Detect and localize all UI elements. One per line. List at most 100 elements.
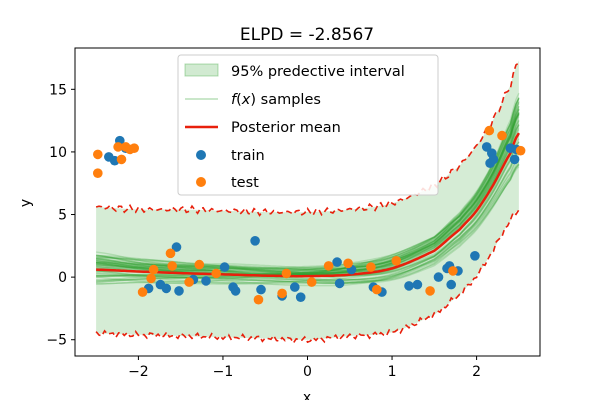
axis-ticks: −2 −1 0 1 2 −5 0 5 10 15 (46, 82, 481, 380)
legend-train-label: train (231, 148, 265, 164)
test-point (93, 149, 103, 160)
f-sample-line (96, 115, 520, 272)
f-sample-line (96, 98, 520, 272)
x-tick-label: −1 (213, 364, 234, 380)
train-point (404, 281, 414, 291)
predictive-interval-band (96, 60, 519, 340)
f-sample-line (96, 114, 520, 271)
train-point (488, 154, 499, 165)
f-sample-line (96, 108, 520, 277)
test-point (167, 261, 177, 271)
legend-interval-swatch (184, 63, 219, 77)
x-tick-label: 1 (388, 364, 397, 380)
f-sample-line (96, 113, 520, 276)
y-tick-label: −5 (46, 333, 67, 349)
plot-area (93, 60, 526, 345)
y-tick-label: 10 (49, 145, 67, 161)
test-point (184, 277, 194, 287)
lower-bound-line (95, 209, 520, 345)
train-point (412, 279, 423, 290)
legend: 95% predective interval f(x) samples Pos… (177, 54, 439, 196)
train-point (256, 284, 266, 295)
legend-interval-label: 95% predective interval (231, 64, 405, 80)
test-point (515, 145, 526, 156)
train-point (201, 276, 211, 286)
f-sample-line (96, 109, 520, 276)
y-tick-label: 15 (49, 82, 67, 98)
f-sample-line (96, 141, 520, 281)
test-point (165, 248, 176, 259)
test-point (146, 273, 156, 284)
test-point (93, 168, 103, 178)
test-point (448, 266, 458, 276)
test-point (425, 286, 435, 296)
f-sample-line (96, 97, 520, 270)
train-point (332, 257, 342, 267)
train-point (174, 286, 184, 296)
f-sample-line (96, 103, 520, 273)
test-point (116, 154, 127, 165)
test-point (497, 130, 507, 141)
test-point (211, 268, 221, 279)
f-sample-line (96, 132, 520, 277)
test-point (323, 261, 334, 271)
legend-test-marker (196, 177, 206, 187)
f-sample-line (96, 112, 520, 276)
test-point (343, 258, 353, 269)
f-sample-line (96, 108, 520, 270)
chart-title: ELPD = -2.8567 (240, 25, 374, 45)
x-tick-label: 0 (303, 364, 312, 380)
f-sample-line (96, 120, 520, 276)
test-point (113, 142, 123, 152)
f-sample-line (96, 108, 520, 277)
y-tick-label: 0 (58, 270, 67, 286)
train-point (433, 272, 444, 282)
train-point (446, 279, 457, 290)
posterior-mean-line (96, 132, 520, 278)
test-point (484, 125, 495, 136)
train-point (295, 292, 306, 303)
y-axis-label: y (18, 199, 34, 207)
test-point (137, 287, 148, 297)
f-sample-line (96, 109, 520, 270)
train-point (290, 282, 300, 292)
test-point (129, 143, 139, 153)
upper-bound-line (95, 62, 520, 217)
train-point (171, 242, 182, 252)
train-point (219, 262, 230, 272)
x-axis-label: x (303, 390, 311, 400)
test-point (306, 277, 317, 287)
f-sample-line (96, 112, 520, 271)
test-point (391, 255, 402, 266)
train-point (334, 278, 345, 289)
test-point (372, 284, 382, 295)
f-sample-line (96, 106, 520, 270)
f-sample-line (96, 112, 520, 277)
train-point (250, 236, 260, 246)
test-point (253, 294, 264, 305)
test-point (148, 264, 159, 275)
f-sample-line (96, 163, 520, 287)
f-sample-line (96, 98, 520, 275)
f-sample-line (96, 113, 520, 272)
f-sample-line (96, 98, 520, 270)
f-sample-line (96, 97, 520, 276)
f-sample-line (96, 138, 520, 279)
x-tick-label: 2 (472, 364, 481, 380)
test-point (281, 268, 292, 279)
f-sample-line (96, 101, 520, 274)
train-point (104, 152, 114, 162)
train-point (470, 251, 480, 261)
legend-test-label: test (231, 175, 259, 191)
f-sample-line (96, 111, 520, 274)
train-point (230, 286, 241, 296)
legend-box (177, 54, 439, 196)
f-sample-line (96, 102, 520, 274)
f-sample-line (96, 119, 520, 277)
f-sample-line (96, 92, 520, 269)
f-sample-line (96, 134, 520, 279)
test-point (366, 262, 376, 272)
f-sample-line (96, 100, 520, 275)
x-tick-label: −2 (128, 364, 149, 380)
